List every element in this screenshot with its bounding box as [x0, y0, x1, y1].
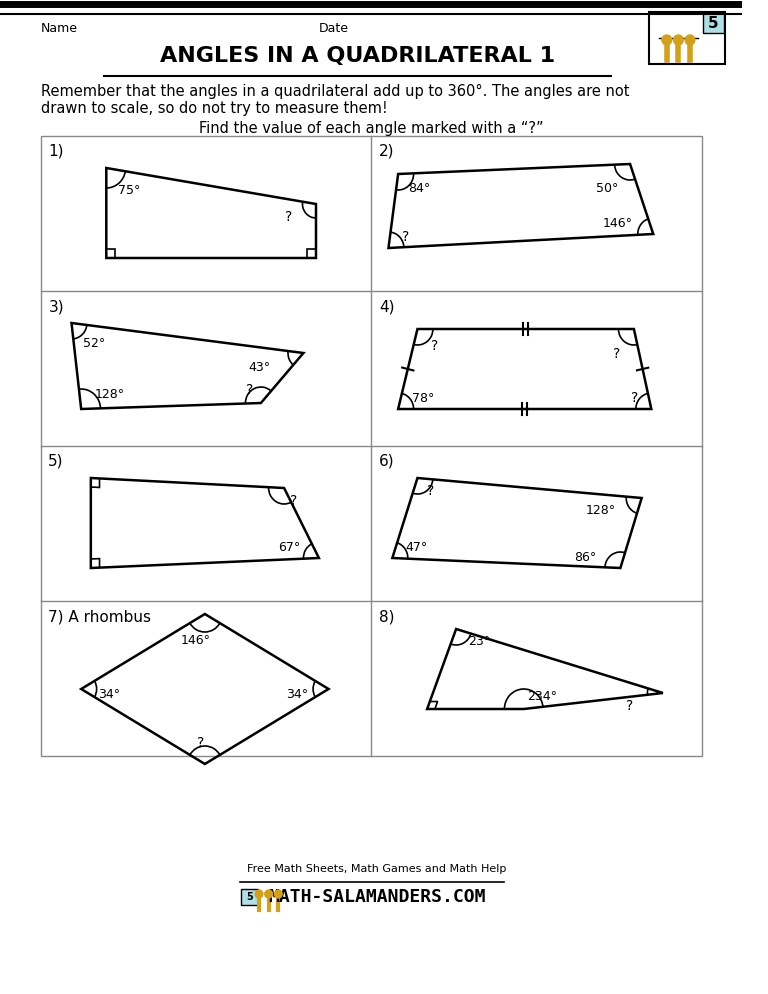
- Text: 78°: 78°: [412, 392, 434, 405]
- Text: 50°: 50°: [596, 182, 618, 195]
- Text: 75°: 75°: [118, 184, 141, 197]
- Text: ?: ?: [431, 339, 439, 353]
- Text: 128°: 128°: [94, 388, 125, 401]
- Text: ANGLES IN A QUADRILATERAL 1: ANGLES IN A QUADRILATERAL 1: [160, 46, 555, 66]
- Text: 7) A rhombus: 7) A rhombus: [48, 609, 151, 624]
- Text: 2): 2): [379, 144, 394, 159]
- Text: Date: Date: [319, 22, 349, 35]
- Text: ?: ?: [290, 494, 297, 508]
- Text: Remember that the angles in a quadrilateral add up to 360°. The angles are not: Remember that the angles in a quadrilate…: [41, 84, 629, 99]
- Text: 4): 4): [379, 299, 394, 314]
- FancyBboxPatch shape: [41, 136, 701, 756]
- Text: 8): 8): [379, 609, 394, 624]
- Text: ?: ?: [427, 484, 435, 498]
- FancyBboxPatch shape: [240, 889, 258, 905]
- Text: ?: ?: [402, 230, 409, 244]
- Text: 3): 3): [48, 299, 64, 314]
- Text: ?: ?: [626, 699, 634, 713]
- Text: Find the value of each angle marked with a “?”: Find the value of each angle marked with…: [199, 121, 544, 136]
- Text: drawn to scale, so do not try to measure them!: drawn to scale, so do not try to measure…: [41, 101, 387, 116]
- Text: 34°: 34°: [98, 689, 121, 702]
- Text: 5): 5): [48, 454, 64, 469]
- Text: 5: 5: [708, 16, 719, 31]
- FancyBboxPatch shape: [703, 13, 723, 33]
- Text: 43°: 43°: [249, 361, 270, 374]
- Circle shape: [662, 35, 671, 45]
- Text: 128°: 128°: [586, 504, 616, 517]
- Text: Free Math Sheets, Math Games and Math Help: Free Math Sheets, Math Games and Math He…: [247, 864, 507, 874]
- Text: MATH-SALAMANDERS.COM: MATH-SALAMANDERS.COM: [268, 888, 485, 906]
- Text: ?: ?: [285, 210, 293, 224]
- Text: 47°: 47°: [406, 541, 428, 554]
- Text: 6): 6): [379, 454, 395, 469]
- Text: 1): 1): [48, 144, 64, 159]
- Circle shape: [274, 890, 282, 898]
- Text: 67°: 67°: [278, 541, 300, 554]
- Text: 34°: 34°: [286, 689, 308, 702]
- Text: Name: Name: [41, 22, 78, 35]
- Circle shape: [674, 35, 684, 45]
- Circle shape: [255, 890, 263, 898]
- Text: 84°: 84°: [408, 182, 430, 195]
- Text: ?: ?: [631, 391, 637, 405]
- Text: 234°: 234°: [528, 690, 558, 703]
- Circle shape: [265, 890, 273, 898]
- Text: 23°: 23°: [468, 635, 490, 648]
- Circle shape: [685, 35, 695, 45]
- Text: ?: ?: [246, 383, 253, 397]
- Text: 146°: 146°: [180, 634, 210, 647]
- Text: 146°: 146°: [603, 217, 633, 230]
- Text: ?: ?: [613, 347, 621, 361]
- Text: 52°: 52°: [83, 337, 105, 350]
- FancyBboxPatch shape: [650, 12, 725, 64]
- Text: ?: ?: [197, 736, 204, 750]
- Text: 5: 5: [246, 892, 253, 902]
- Text: 86°: 86°: [574, 551, 596, 564]
